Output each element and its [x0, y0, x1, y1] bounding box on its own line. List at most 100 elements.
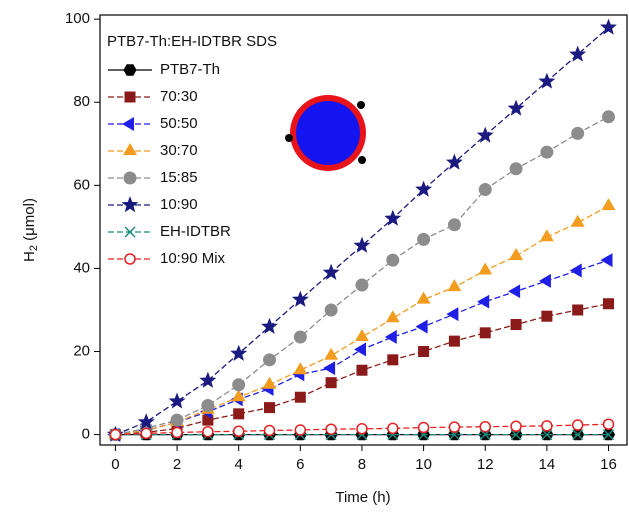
series-line — [115, 116, 609, 436]
marker — [170, 413, 184, 427]
marker — [478, 182, 492, 196]
y-label-sub: 2 — [28, 245, 40, 251]
marker — [510, 429, 522, 441]
marker — [602, 429, 615, 441]
x-tick-label: 2 — [173, 456, 181, 473]
marker — [510, 420, 522, 433]
marker — [600, 18, 617, 35]
marker — [387, 422, 399, 435]
y-label-rest: (μmol) — [21, 198, 38, 245]
marker — [230, 344, 248, 361]
marker — [479, 327, 491, 339]
marker — [538, 72, 556, 89]
marker — [324, 347, 339, 360]
marker — [569, 263, 582, 278]
legend-label: 15:85 — [160, 169, 198, 186]
y-tick-label: 0 — [82, 426, 90, 443]
marker — [353, 342, 366, 357]
legend-marker — [124, 226, 136, 238]
marker — [291, 290, 309, 307]
legend-label: EH-IDTBR — [160, 223, 231, 240]
marker — [417, 232, 431, 246]
x-tick-label: 12 — [477, 456, 494, 473]
marker — [540, 145, 554, 159]
marker — [233, 408, 245, 420]
marker — [509, 247, 523, 260]
marker — [168, 392, 186, 409]
marker — [571, 126, 585, 140]
marker — [572, 304, 584, 316]
marker — [356, 423, 368, 435]
marker — [415, 319, 428, 334]
legend-marker — [121, 196, 139, 213]
marker — [293, 362, 308, 375]
marker — [541, 429, 553, 441]
legend-label: PTB7-Th — [160, 61, 220, 78]
marker — [324, 303, 338, 317]
x-tick-label: 0 — [111, 456, 119, 473]
marker — [448, 335, 460, 347]
marker — [293, 330, 307, 344]
marker — [353, 236, 371, 253]
x-tick-label: 16 — [600, 456, 617, 473]
marker — [570, 214, 585, 227]
marker — [140, 427, 152, 440]
y-tick-label: 60 — [73, 176, 90, 193]
marker — [541, 420, 553, 432]
legend-marker — [123, 171, 137, 185]
x-tick-label: 14 — [539, 456, 556, 473]
marker — [171, 426, 183, 439]
marker — [476, 126, 494, 143]
marker — [415, 180, 433, 197]
legend-label: 30:70 — [160, 142, 198, 159]
marker — [416, 291, 431, 304]
marker — [261, 317, 278, 334]
legend-label: 70:30 — [160, 88, 198, 105]
marker — [538, 273, 551, 288]
marker — [510, 319, 522, 331]
marker — [294, 391, 306, 403]
marker — [507, 99, 525, 116]
marker — [294, 424, 307, 436]
legend-label: 10:90 Mix — [160, 250, 226, 267]
marker — [263, 424, 276, 437]
x-tick-label: 10 — [415, 456, 432, 473]
x-axis-label: Time (h) — [335, 489, 390, 506]
y-label-main: H — [21, 251, 38, 262]
legend-marker — [123, 64, 137, 76]
legend-marker — [123, 143, 137, 155]
marker — [446, 307, 459, 322]
y-tick-label: 40 — [73, 259, 90, 276]
marker — [541, 310, 553, 322]
legend-marker — [124, 91, 136, 103]
marker — [384, 330, 397, 344]
marker — [231, 389, 246, 402]
x-tick-label: 8 — [358, 456, 366, 473]
marker — [264, 402, 276, 414]
marker — [355, 328, 369, 341]
marker — [232, 378, 246, 392]
marker — [447, 279, 462, 292]
marker — [325, 377, 337, 389]
legend-marker — [122, 117, 134, 131]
marker — [387, 354, 399, 366]
marker — [572, 429, 584, 441]
marker — [263, 353, 277, 367]
marker — [601, 198, 616, 211]
marker — [325, 423, 337, 435]
marker — [602, 110, 616, 124]
marker — [569, 45, 587, 62]
x-tick-label: 4 — [235, 456, 243, 473]
plot-frame — [99, 14, 628, 446]
marker — [355, 278, 369, 292]
series-line — [115, 27, 609, 436]
y-tick-label: 100 — [65, 10, 90, 27]
marker — [477, 294, 490, 309]
marker — [445, 153, 463, 170]
marker — [509, 162, 523, 176]
marker — [478, 262, 493, 275]
marker — [600, 253, 613, 268]
marker — [508, 284, 521, 299]
marker — [356, 364, 368, 376]
